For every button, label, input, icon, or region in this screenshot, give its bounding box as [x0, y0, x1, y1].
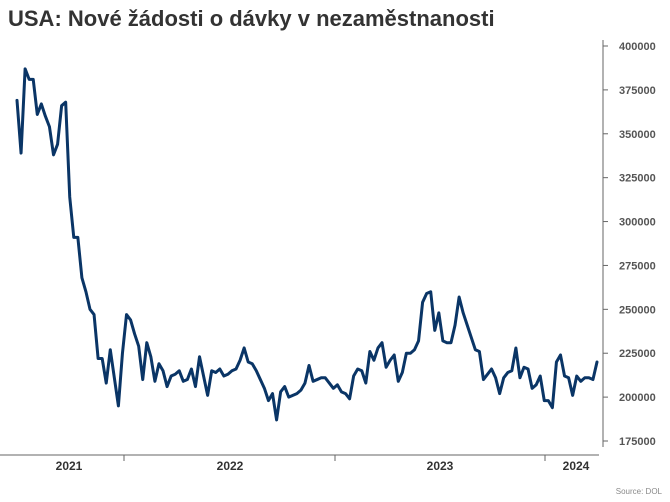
y-tick-label: 350000	[619, 129, 656, 141]
y-tick-label: 275000	[619, 260, 656, 272]
series-line	[15, 67, 599, 422]
y-tick-label: 225000	[619, 348, 656, 360]
x-tick-label: 2021	[56, 459, 83, 473]
x-tick-label: 2024	[563, 459, 590, 473]
y-axis: 400000 375000 350000 325000 300000 275000 2500…	[602, 40, 656, 448]
x-axis: 2021 2022 2023 2024	[0, 454, 599, 473]
x-tick-label: 2022	[217, 459, 244, 473]
y-tick-label: 325000	[619, 173, 656, 185]
y-tick-label: 175000	[619, 436, 656, 448]
chart-title: USA: Nové žádosti o dávky v nezaměstnano…	[8, 6, 495, 31]
source-note: Source: DOL	[615, 487, 662, 496]
y-tick-label: 200000	[619, 392, 656, 404]
y-tick-label: 300000	[619, 217, 656, 229]
y-tick-label: 375000	[619, 85, 656, 97]
y-tick-label: 250000	[619, 304, 656, 316]
x-tick-label: 2023	[427, 459, 454, 473]
y-tick-label: 400000	[619, 41, 656, 53]
